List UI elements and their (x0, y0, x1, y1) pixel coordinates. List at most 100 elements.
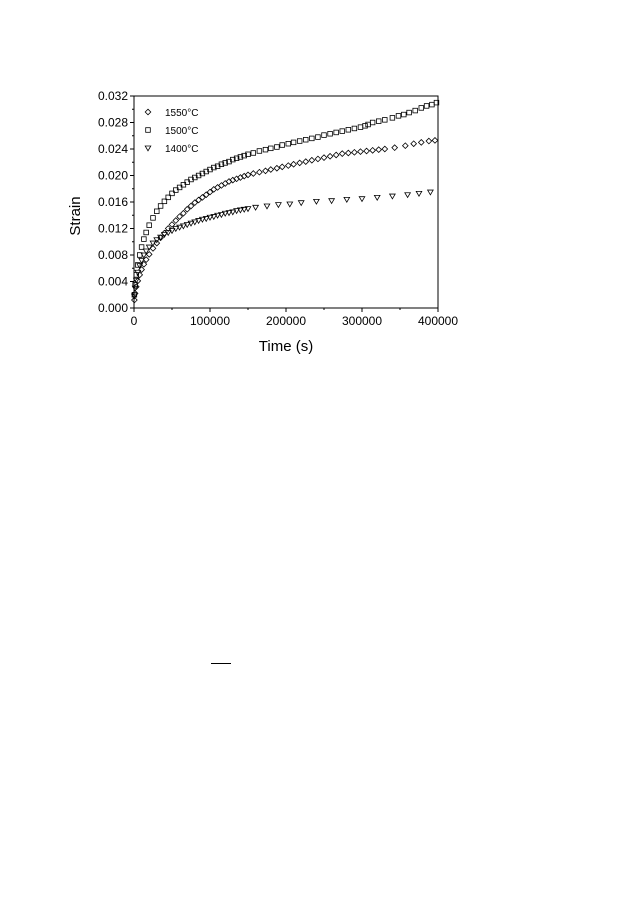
legend-triangle-down-symbol (144, 145, 152, 152)
square-point (351, 125, 358, 132)
triangle-down-point (179, 223, 187, 230)
square-point (406, 109, 412, 116)
square-point (429, 101, 435, 108)
diamond-point (278, 163, 286, 171)
triangle-down-point (229, 209, 237, 216)
square-point (369, 119, 376, 126)
square-point (345, 127, 352, 133)
triangle-down-point (214, 212, 222, 219)
square-point (256, 148, 263, 154)
triangle-down-point (221, 210, 229, 217)
diamond-point (357, 148, 364, 156)
diamond-point (338, 150, 346, 158)
square-point (135, 262, 141, 268)
diamond-point (302, 158, 310, 165)
square-point (230, 156, 236, 163)
square-point (268, 145, 274, 152)
square-point (157, 203, 164, 209)
triangle-down-point (233, 208, 241, 215)
diamond-point (131, 296, 138, 304)
triangle-down-point (240, 206, 248, 213)
legend-label: 1550°C (165, 108, 198, 119)
stray-rule (211, 663, 231, 664)
square-point (365, 121, 371, 128)
square-point (423, 103, 430, 109)
square-point (315, 134, 321, 140)
square-point (309, 135, 315, 142)
diamond-point (431, 137, 439, 144)
triangle-down-point (328, 198, 336, 205)
square-point (143, 229, 149, 236)
square-point (339, 128, 345, 134)
square-point (433, 99, 440, 106)
y-tick-label: 0.020 (98, 169, 128, 183)
diamond-point (172, 217, 180, 224)
square-point (154, 208, 160, 214)
diamond-point (199, 193, 206, 201)
triangle-down-point (136, 263, 144, 270)
triangle-down-point (160, 232, 168, 239)
diamond-point (214, 184, 221, 191)
triangle-down-point (140, 252, 148, 259)
triangle-down-point (202, 216, 210, 223)
triangle-down-point (134, 269, 142, 276)
x-tick-label: 100000 (190, 314, 230, 328)
diamond-point (202, 191, 210, 199)
square-point (357, 124, 364, 130)
triangle-down-point (415, 190, 423, 197)
square-point (412, 107, 418, 114)
square-point (418, 105, 424, 111)
triangle-down-point (187, 220, 195, 227)
square-point (290, 139, 297, 146)
x-tick-label: 0 (131, 314, 138, 328)
triangle-down-point (153, 237, 161, 244)
diamond-point (262, 167, 269, 175)
square-point (382, 117, 388, 123)
data-points (130, 99, 440, 304)
square-point (333, 129, 339, 136)
diamond-point (363, 147, 370, 155)
diamond-point (410, 140, 418, 148)
diamond-point (187, 202, 195, 210)
diamond-point (145, 250, 153, 258)
square-point (218, 161, 225, 167)
triangle-down-point (164, 230, 172, 237)
triangle-down-point (198, 216, 206, 223)
diamond-point (206, 188, 214, 196)
diamond-point (308, 156, 316, 164)
square-point (165, 194, 171, 201)
triangle-down-point (191, 219, 199, 226)
square-point (161, 198, 168, 205)
triangle-down-point (210, 214, 218, 221)
triangle-down-point (183, 222, 191, 229)
diamond-point (244, 171, 252, 179)
diamond-point (191, 199, 199, 207)
triangle-down-point (358, 196, 366, 203)
diamond-point (195, 196, 202, 204)
y-axis-label: Strain (67, 196, 84, 235)
diamond-point (256, 168, 263, 176)
triangle-down-point (252, 204, 260, 211)
y-tick-label: 0.032 (98, 89, 128, 103)
diamond-point (164, 225, 172, 232)
diamond-point (180, 209, 187, 217)
legend-label: 1500°C (165, 126, 198, 137)
diamond-point (351, 148, 358, 156)
x-axis-ticks: 0 100000 200000 300000 400000 (131, 308, 458, 328)
square-point (150, 215, 156, 221)
square-point (401, 111, 407, 118)
legend: 1550°C 1500°C 1400°C (144, 108, 198, 155)
legend-square-symbol (145, 127, 151, 133)
triangle-down-point (145, 244, 153, 251)
triangle-down-point (131, 285, 139, 292)
triangle-down-point (142, 248, 150, 255)
triangle-down-point (172, 226, 180, 233)
square-point (296, 138, 303, 144)
triangle-down-point (195, 218, 203, 225)
square-point (250, 150, 257, 156)
y-tick-label: 0.028 (98, 116, 128, 130)
triangle-down-point (388, 193, 396, 200)
triangle-down-point (225, 210, 233, 217)
diamond-point (221, 180, 229, 187)
